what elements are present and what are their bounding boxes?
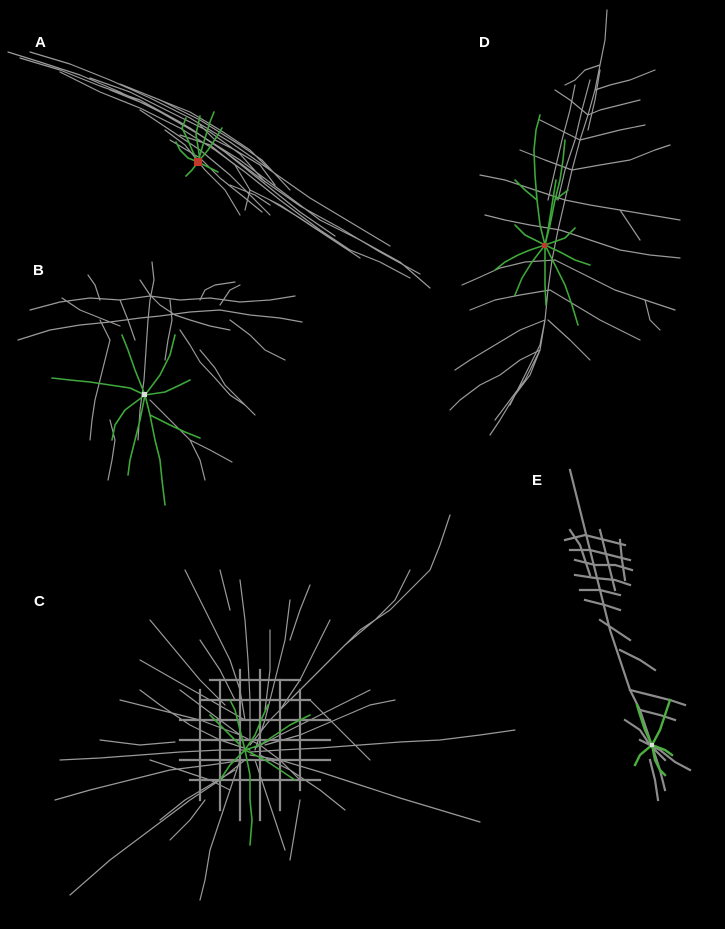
panel-label-c: C xyxy=(34,593,45,610)
panel-d-dendrites xyxy=(494,114,591,326)
panel-d-axon xyxy=(449,9,681,436)
panel-a-axon xyxy=(7,51,431,289)
panel-e-dendrites xyxy=(633,698,674,777)
panel-b-axon xyxy=(17,261,303,481)
panel-b-soma xyxy=(142,392,147,397)
panel-b-dendrites xyxy=(51,334,201,506)
panel-a-soma xyxy=(194,158,202,166)
panel-e-axon xyxy=(563,468,692,802)
panel-c-neuron xyxy=(54,514,516,901)
panel-label-a: A xyxy=(35,34,46,51)
panel-d-soma xyxy=(542,243,547,248)
panel-label-e: E xyxy=(532,472,543,489)
panel-c-axon xyxy=(54,514,516,901)
panel-d-neuron xyxy=(449,9,681,436)
panel-c-dendrites xyxy=(209,699,311,846)
panel-e-neuron xyxy=(563,468,692,802)
panel-label-b: B xyxy=(33,262,44,279)
panel-e-soma xyxy=(650,743,654,747)
panel-a-neuron xyxy=(7,51,431,289)
panel-c-axon-dense xyxy=(178,668,332,822)
panel-b-neuron xyxy=(17,261,303,506)
panel-label-d: D xyxy=(479,34,490,51)
